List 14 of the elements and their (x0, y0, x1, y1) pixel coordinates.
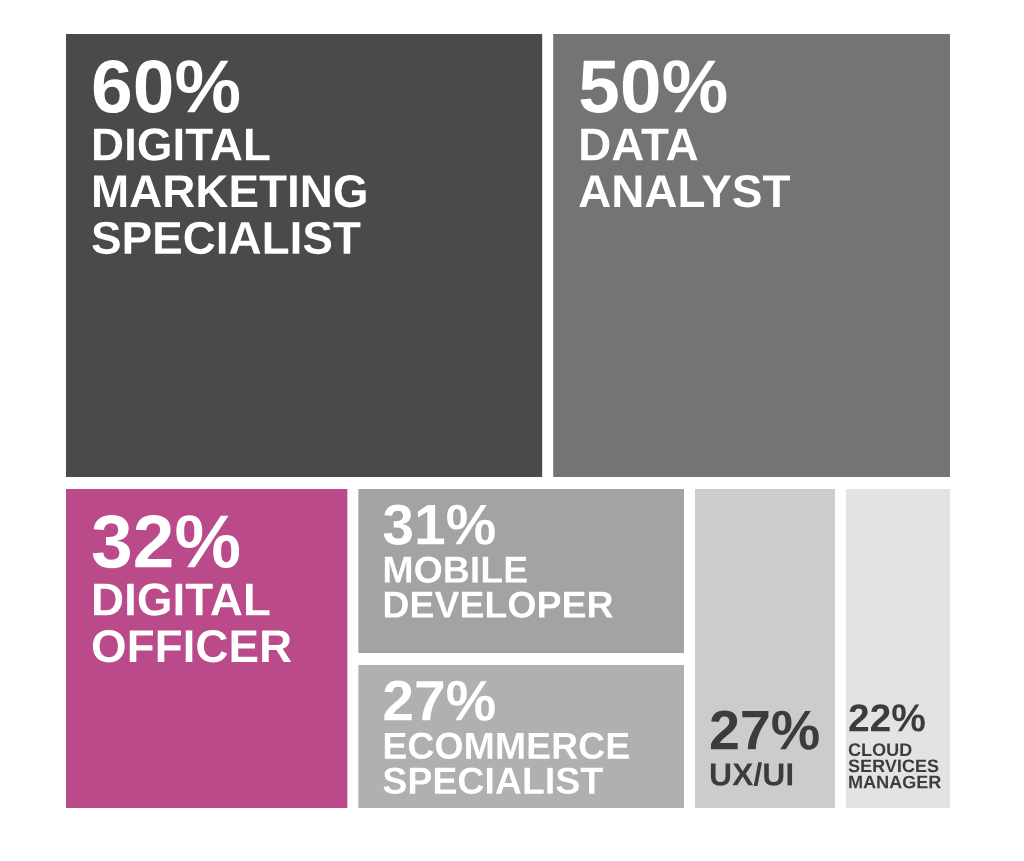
category-label: MOBILE DEVELOPER (384, 556, 613, 618)
data-label: 22% (849, 704, 925, 732)
category-label: DIGITAL OFFICER (92, 583, 292, 663)
data-label: 27% (710, 710, 819, 750)
category-label: DATA ANALYST (579, 128, 790, 208)
data-label: 32% (92, 514, 240, 569)
data-label: 60% (93, 59, 240, 114)
data-label: 31% (383, 504, 495, 545)
data-label: 50% (580, 59, 727, 114)
category-label: ECOMMERCE SPECIALIST (383, 732, 629, 795)
category-label: UX/UI (710, 762, 793, 787)
data-label: 27% (384, 680, 495, 721)
category-label: CLOUD SERVICES MANAGER (848, 743, 941, 789)
category-label: DIGITAL MARKETING SPECIALIST (92, 128, 366, 255)
